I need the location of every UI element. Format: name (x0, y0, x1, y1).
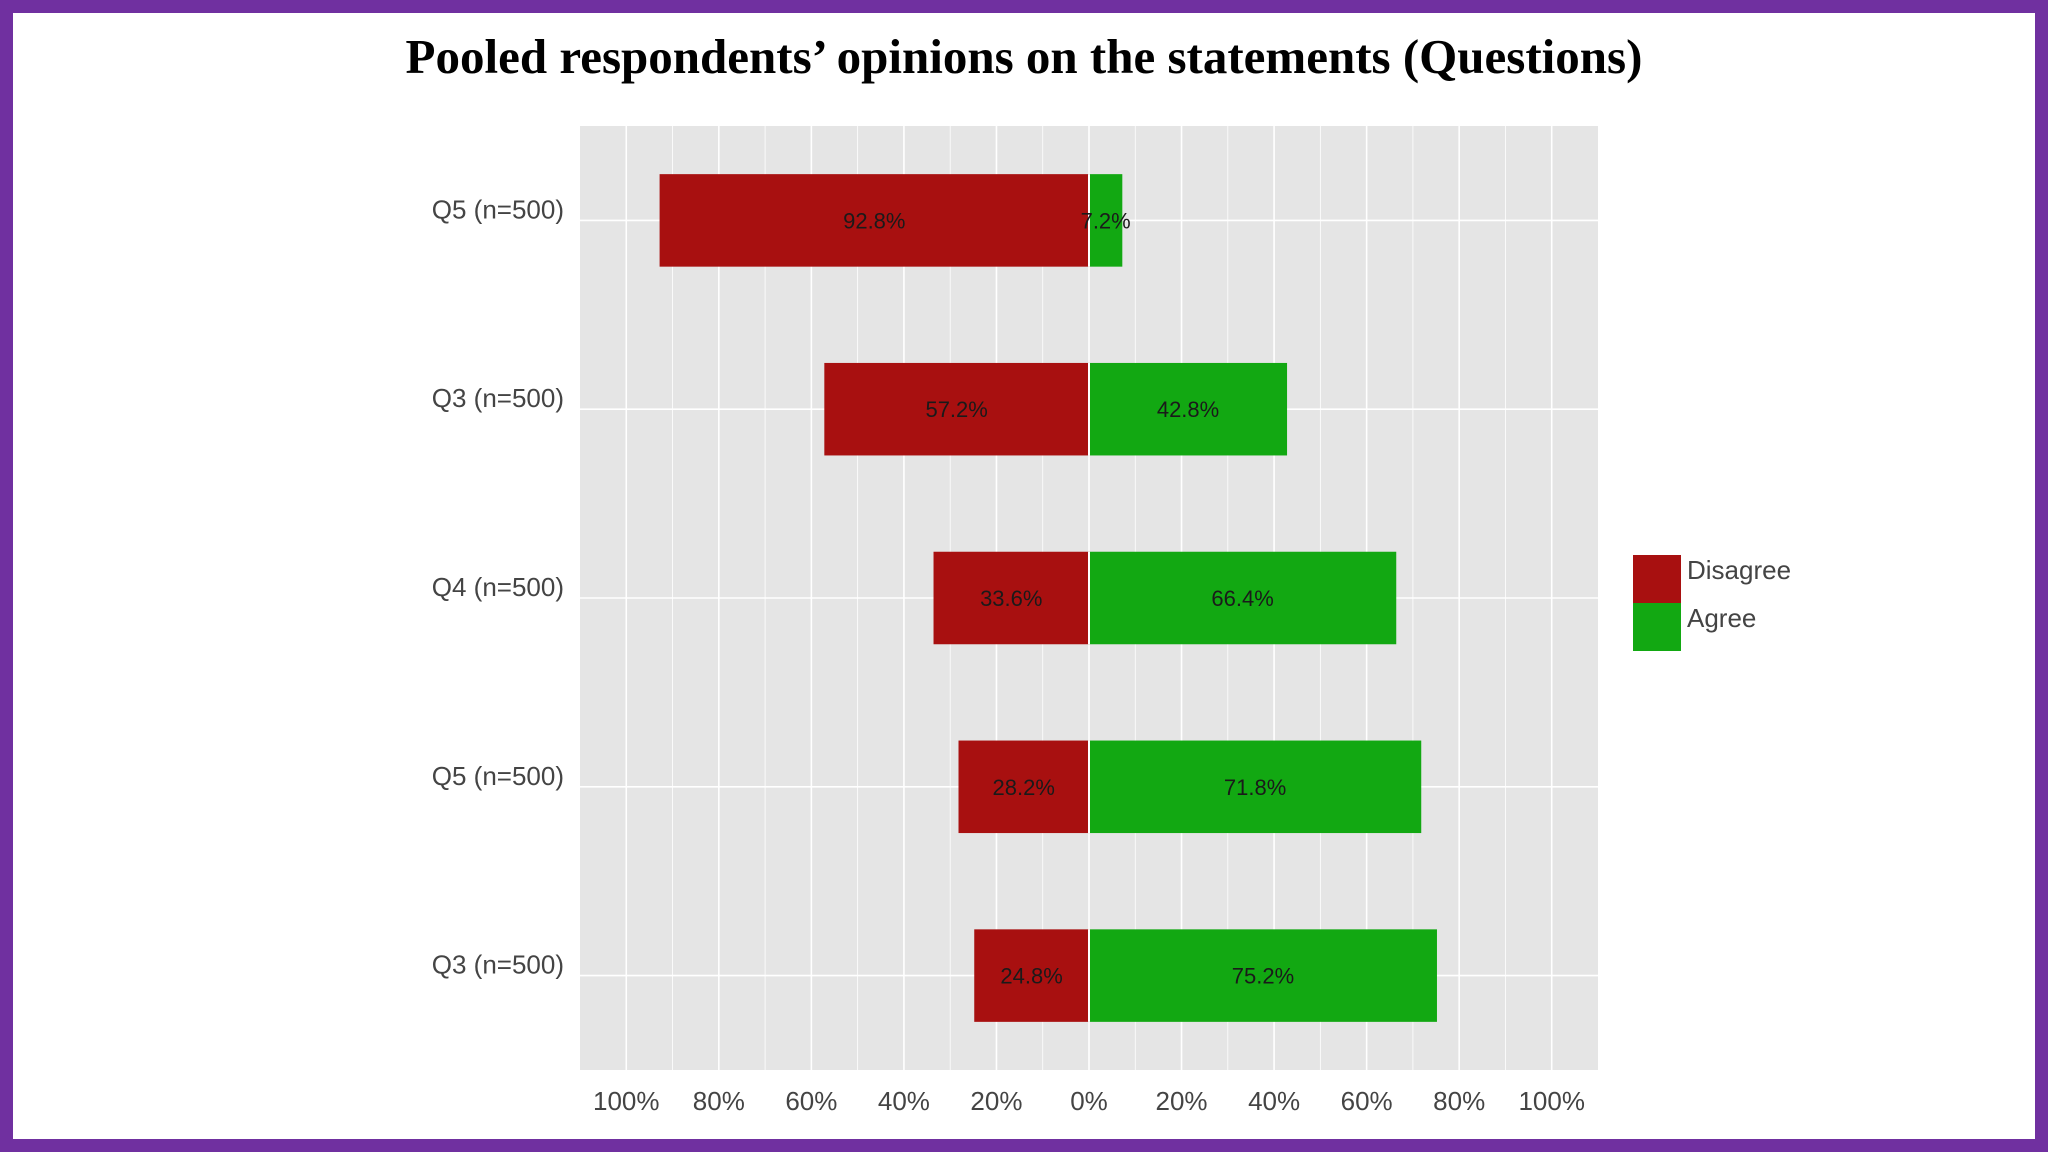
bar-disagree-3 (933, 551, 1089, 645)
category-label-2: Q3 (n=500) (432, 383, 564, 413)
x-tick-label: 80% (693, 1086, 745, 1116)
category-label-5: Q3 (n=500) (432, 950, 564, 980)
data-label-agree-5: 75.2% (1232, 964, 1294, 989)
x-tick-label: 60% (785, 1086, 837, 1116)
data-label-agree-3: 66.4% (1211, 586, 1273, 611)
bar-agree-5 (1089, 929, 1437, 1022)
bar-agree-3 (1089, 551, 1397, 645)
data-label-disagree-1: 92.8% (843, 208, 905, 233)
x-tick-label: 60% (1341, 1086, 1393, 1116)
bar-agree-4 (1089, 740, 1422, 834)
bar-agree-1 (1089, 174, 1123, 267)
data-label-agree-4: 71.8% (1224, 775, 1286, 800)
x-tick-label: 100% (1518, 1086, 1585, 1116)
category-label-3: Q4 (n=500) (432, 572, 564, 602)
x-tick-label: 20% (970, 1086, 1022, 1116)
chart-title: Pooled respondents’ opinions on the stat… (405, 29, 1643, 84)
data-label-disagree-3: 33.6% (980, 586, 1042, 611)
bar-disagree-1 (659, 174, 1089, 267)
x-tick-label: 40% (878, 1086, 930, 1116)
data-label-agree-2: 42.8% (1157, 397, 1219, 422)
legend-swatch-agree (1633, 603, 1681, 651)
data-label-disagree-2: 57.2% (925, 397, 987, 422)
x-tick-label: 40% (1248, 1086, 1300, 1116)
category-label-1: Q5 (n=500) (432, 194, 564, 224)
data-label-agree-1: 7.2% (1081, 208, 1131, 233)
bar-disagree-5 (974, 929, 1089, 1022)
bar-disagree-4 (958, 740, 1089, 834)
category-label-4: Q5 (n=500) (432, 761, 564, 791)
bar-agree-2 (1089, 362, 1288, 456)
x-tick-label: 20% (1156, 1086, 1208, 1116)
legend-swatch-disagree (1633, 555, 1681, 603)
x-tick-label: 80% (1433, 1086, 1485, 1116)
data-label-disagree-5: 24.8% (1000, 964, 1062, 989)
legend-label-agree: Agree (1687, 603, 1756, 633)
x-tick-label: 100% (593, 1086, 660, 1116)
legend-label-disagree: Disagree (1687, 555, 1791, 585)
x-tick-label: 0% (1070, 1086, 1108, 1116)
data-label-disagree-4: 28.2% (993, 775, 1055, 800)
bar-disagree-2 (824, 362, 1089, 456)
